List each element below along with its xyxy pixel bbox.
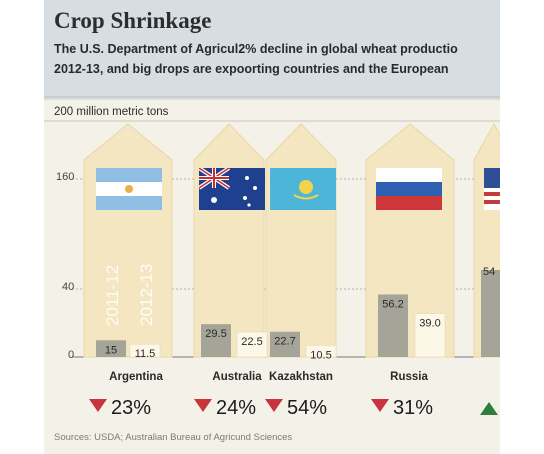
up-arrow-icon — [480, 402, 498, 415]
bar-chart: 15 11.5 29.5 22.5 22.7 10.5 56.2 39.0 2011-12 201… — [44, 96, 500, 361]
category-label-kazakhstan: Kazakhstan — [269, 371, 333, 383]
bar-partial — [481, 270, 500, 357]
y-tick-40: 40 — [62, 281, 75, 293]
australia-flag-icon — [199, 168, 265, 210]
change-kazakhstan: 54% — [265, 397, 327, 420]
bar-2011-12-australia — [201, 324, 231, 357]
data-label-2011-12-kazakhstan: 22.7 — [274, 336, 295, 348]
silo-kazakhstan — [265, 123, 337, 358]
down-arrow-icon — [371, 399, 389, 412]
bar-2011-12-argentina — [96, 340, 126, 357]
category-label-russia: Russia — [390, 371, 428, 383]
down-arrow-icon — [194, 399, 212, 412]
bar-2012-13-australia — [236, 331, 268, 358]
change-russia: 31% — [371, 397, 433, 420]
y-tick-0: 0 — [68, 349, 75, 361]
y-tick-160: 160 — [56, 171, 75, 183]
chart-header — [44, 0, 500, 100]
source-note: Sources: USDA; Australian Bureau of Agri… — [54, 432, 293, 443]
chart-panel: Crop Shrinkage The U.S. Department of Ag… — [44, 0, 500, 454]
bar-2012-13-kazakhstan — [305, 345, 337, 358]
us-flag-icon — [484, 168, 500, 210]
y-axis-units-label: 200 million metric tons — [54, 106, 169, 118]
data-label-partial: 54 — [483, 266, 495, 278]
legend-2012-13: 2012-13 — [137, 264, 156, 326]
down-arrow-icon — [265, 399, 283, 412]
data-label-2012-13-australia: 22.5 — [241, 336, 262, 348]
bar-2011-12-russia — [378, 294, 408, 357]
data-label-2011-12-australia: 29.5 — [205, 328, 226, 340]
legend-2011-12: 2011-12 — [103, 265, 122, 326]
data-label-2012-13-kazakhstan: 10.5 — [310, 349, 331, 361]
silo-australia — [193, 123, 265, 358]
change-argentina: 23% — [89, 397, 151, 420]
argentina-flag-icon — [96, 168, 162, 210]
bar-2012-13-argentina — [129, 343, 161, 358]
chart-title: Crop Shrinkage — [54, 8, 212, 33]
kazakhstan-flag-icon — [270, 168, 336, 210]
chart-subtitle-line1: The U.S. Department of Agricul2% decline… — [54, 42, 458, 56]
data-label-2012-13-russia: 39.0 — [419, 318, 440, 330]
data-label-2011-12-russia: 56.2 — [382, 298, 403, 310]
data-label-2011-12-argentina: 15 — [105, 344, 117, 356]
russia-flag-icon — [376, 168, 442, 210]
change-australia: 24% — [194, 397, 256, 420]
down-arrow-icon — [89, 399, 107, 412]
bar-2012-13-russia — [414, 313, 446, 358]
bar-2011-12-kazakhstan — [270, 331, 300, 357]
category-label-argentina: Argentina — [109, 371, 163, 383]
category-label-australia: Australia — [212, 371, 262, 383]
chart-subtitle-line2: 2012-13, and big drops are expoorting co… — [54, 62, 449, 76]
data-label-2012-13-argentina: 11.5 — [135, 348, 156, 360]
